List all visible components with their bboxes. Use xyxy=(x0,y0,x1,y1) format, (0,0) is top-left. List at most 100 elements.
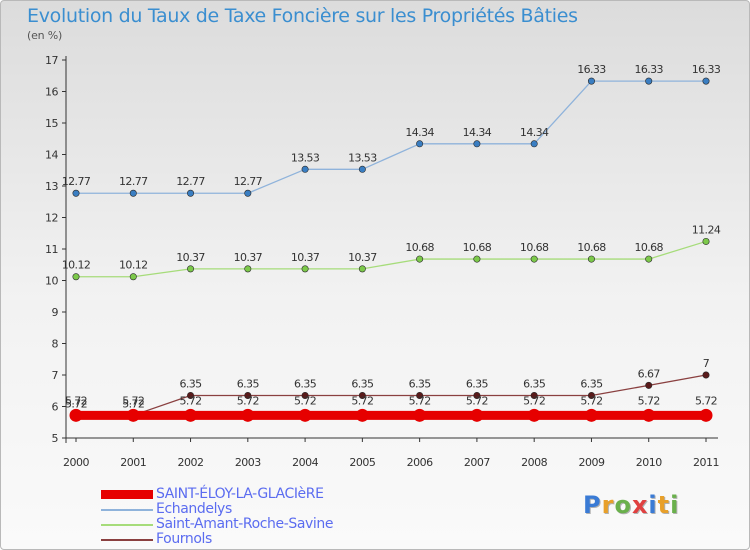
data-label: 5.72 xyxy=(351,394,373,407)
data-point xyxy=(241,408,255,422)
data-point xyxy=(129,273,137,281)
y-tick-label: 11 xyxy=(45,243,58,256)
legend-item-fournols: Fournols xyxy=(101,532,333,547)
y-tick-label: 17 xyxy=(45,54,58,67)
x-tick-label: 2011 xyxy=(693,456,719,469)
data-label: 5.72 xyxy=(122,394,144,407)
legend: SAINT-ÉLOY-LA-GLACIèRE Echandelys Saint-… xyxy=(101,487,334,547)
data-point xyxy=(126,408,140,422)
data-label: 11.24 xyxy=(692,223,721,236)
legend-swatch-saint-amant xyxy=(101,524,153,526)
x-tick-label: 2007 xyxy=(464,456,490,469)
x-tick-label: 2008 xyxy=(521,456,547,469)
legend-item-saint-eloy: SAINT-ÉLOY-LA-GLACIèRE xyxy=(101,487,333,502)
x-tick-label: 2010 xyxy=(636,456,662,469)
series-line xyxy=(75,80,707,194)
x-tick-label: 2002 xyxy=(178,456,204,469)
data-label: 10.68 xyxy=(405,241,434,254)
legend-swatch-echandelys xyxy=(101,509,153,511)
proxiti-logo: Proxiti xyxy=(583,491,679,519)
data-label: 14.34 xyxy=(520,126,549,139)
data-point xyxy=(301,265,309,273)
data-point xyxy=(702,237,710,245)
data-point xyxy=(702,77,710,85)
data-label: 5.72 xyxy=(179,394,201,407)
data-label: 5.72 xyxy=(65,397,87,410)
x-tick-label: 2003 xyxy=(235,456,261,469)
data-label: 6.35 xyxy=(466,377,489,390)
data-point xyxy=(587,255,595,263)
x-tick-label: 2009 xyxy=(578,456,604,469)
data-point xyxy=(301,165,309,173)
x-tick-label: 2006 xyxy=(407,456,433,469)
data-point xyxy=(702,371,710,379)
data-point xyxy=(358,265,366,273)
data-label: 5.72 xyxy=(580,394,602,407)
legend-swatch-fournols xyxy=(101,539,153,541)
legend-swatch-saint-eloy xyxy=(101,490,153,499)
y-tick-label: 9 xyxy=(52,306,59,319)
data-label: 13.53 xyxy=(348,151,377,164)
data-label: 5.72 xyxy=(638,394,660,407)
data-point xyxy=(298,408,312,422)
y-tick-label: 5 xyxy=(52,432,59,445)
x-tick-label: 2004 xyxy=(292,456,318,469)
y-tick-label: 8 xyxy=(52,338,59,351)
data-point xyxy=(72,189,80,197)
legend-label: Fournols xyxy=(156,531,212,547)
data-label: 5.72 xyxy=(523,394,545,407)
data-point xyxy=(645,255,653,263)
data-label: 6.35 xyxy=(179,377,202,390)
brand-letter: x xyxy=(631,491,649,519)
data-point xyxy=(129,189,137,197)
data-label: 6.35 xyxy=(351,377,374,390)
series-line xyxy=(75,374,707,416)
legend-label: Echandelys xyxy=(156,501,232,517)
series-line xyxy=(75,240,707,278)
data-point xyxy=(355,408,369,422)
data-point xyxy=(642,408,656,422)
data-label: 5.72 xyxy=(695,394,717,407)
data-label: 10.12 xyxy=(62,259,91,272)
data-label: 6.35 xyxy=(294,377,317,390)
data-label: 6.35 xyxy=(523,377,546,390)
data-point xyxy=(530,391,538,399)
y-tick-label: 14 xyxy=(45,149,58,162)
data-point xyxy=(416,255,424,263)
data-label: 16.33 xyxy=(692,63,721,76)
data-point xyxy=(184,408,198,422)
data-point xyxy=(301,391,309,399)
data-point xyxy=(413,408,427,422)
data-label: 12.77 xyxy=(62,175,91,188)
x-tick-label: 2005 xyxy=(349,456,375,469)
data-point xyxy=(69,408,83,422)
data-point xyxy=(358,165,366,173)
data-point xyxy=(244,189,252,197)
data-point xyxy=(72,273,80,281)
data-point xyxy=(530,255,538,263)
data-label: 5.72 xyxy=(294,394,316,407)
data-label: 5.72 xyxy=(122,397,144,410)
data-point xyxy=(244,391,252,399)
data-point xyxy=(244,265,252,273)
brand-letter: i xyxy=(670,491,680,519)
data-label: 10.37 xyxy=(348,251,377,264)
data-point xyxy=(587,77,595,85)
legend-item-saint-amant: Saint-Amant-Roche-Savine xyxy=(101,517,334,532)
data-label: 13.53 xyxy=(291,151,320,164)
data-point xyxy=(187,391,195,399)
data-point xyxy=(470,408,484,422)
y-tick-label: 7 xyxy=(52,369,59,382)
data-label: 10.12 xyxy=(119,259,148,272)
data-label: 10.37 xyxy=(291,251,320,264)
brand-letter: P xyxy=(583,491,602,519)
y-tick-label: 12 xyxy=(45,212,58,225)
data-label: 12.77 xyxy=(119,175,148,188)
y-tick-label: 6 xyxy=(52,401,59,414)
data-label: 16.33 xyxy=(577,63,606,76)
data-label: 10.37 xyxy=(176,251,205,264)
legend-item-echandelys: Echandelys xyxy=(101,502,333,517)
data-label: 14.34 xyxy=(463,126,492,139)
data-point xyxy=(416,140,424,148)
data-label: 5.72 xyxy=(466,394,488,407)
